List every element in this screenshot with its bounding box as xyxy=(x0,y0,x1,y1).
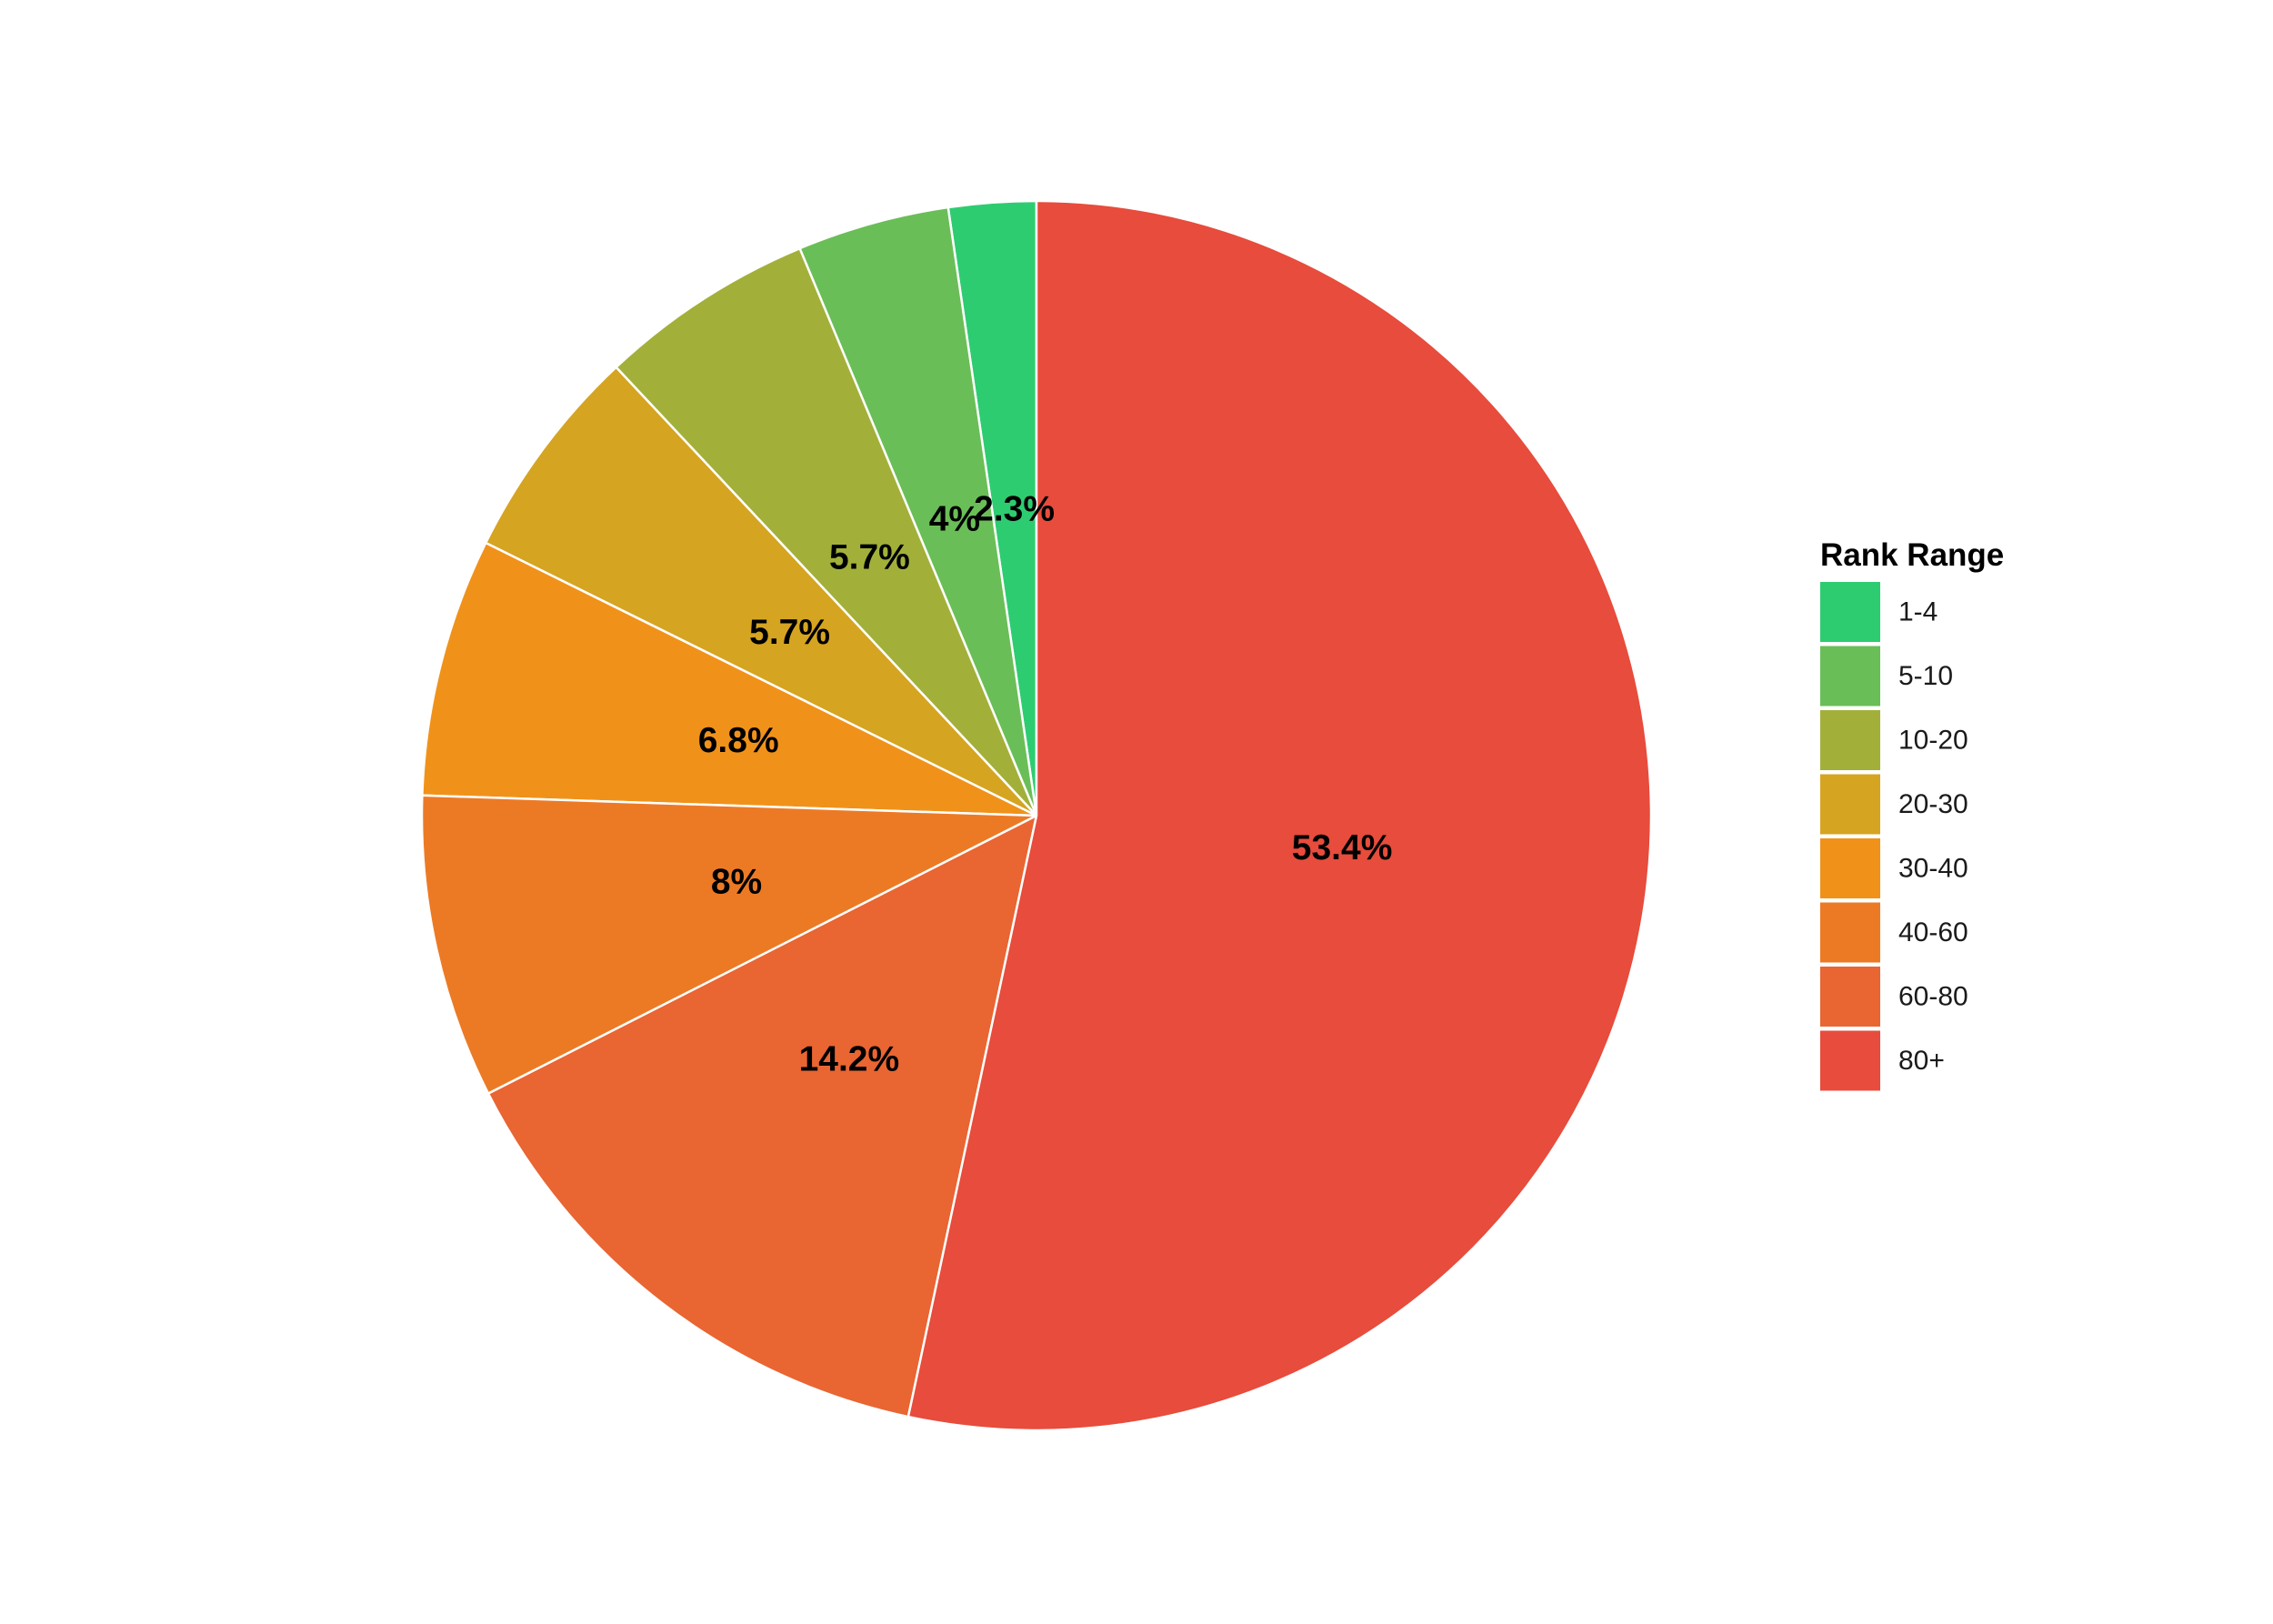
legend-items: 1-4 5-10 10-20 20-30 30-40 40-60 60-80 80+ xyxy=(1820,582,1968,1091)
legend-label: 20-30 xyxy=(1898,789,1968,819)
legend-key xyxy=(1820,582,1880,642)
legend-label: 10-20 xyxy=(1898,726,1968,756)
legend-label: 30-40 xyxy=(1898,854,1968,884)
slice-label: 8% xyxy=(711,863,762,902)
pie-slices xyxy=(420,199,1653,1432)
pie-slice-60-80 xyxy=(486,814,1038,1418)
slice-label: 14.2% xyxy=(799,1039,900,1078)
legend-key xyxy=(1820,646,1880,707)
legend-key xyxy=(1820,1030,1880,1091)
pie-slice-30-40 xyxy=(421,541,1038,817)
slice-label: 5.7% xyxy=(749,613,830,652)
slice-label: 2.3% xyxy=(974,489,1055,528)
legend-label: 80+ xyxy=(1898,1046,1945,1076)
legend-key xyxy=(1820,967,1880,1027)
legend-title: Rank Range xyxy=(1820,537,2004,573)
legend-key xyxy=(1820,710,1880,770)
legend-label: 40-60 xyxy=(1898,917,1968,947)
legend-key xyxy=(1820,838,1880,898)
slice-label: 5.7% xyxy=(829,538,910,577)
pie-slice-10-20 xyxy=(615,246,1038,817)
slice-label: 6.8% xyxy=(698,721,779,760)
pie-labels: 2.3%4% 5.7% 5.7% 6.8% 8% 14.2% 53.4% xyxy=(698,489,1393,1078)
slice-label: 53.4% xyxy=(1292,828,1393,867)
legend-key xyxy=(1820,902,1880,963)
legend-label: 1-4 xyxy=(1898,597,1938,627)
legend-label: 60-80 xyxy=(1898,982,1968,1012)
slice-label: 4% xyxy=(929,500,980,539)
legend: Rank Range 1-4 5-10 10-20 20-30 30-40 40-60 60… xyxy=(1820,537,2004,1091)
pie-slice-20-30 xyxy=(484,366,1038,817)
legend-label: 5-10 xyxy=(1898,661,1953,691)
legend-key xyxy=(1820,774,1880,835)
pie-slice-40-60 xyxy=(420,794,1038,1095)
pie-slice-80-plus xyxy=(906,199,1653,1432)
